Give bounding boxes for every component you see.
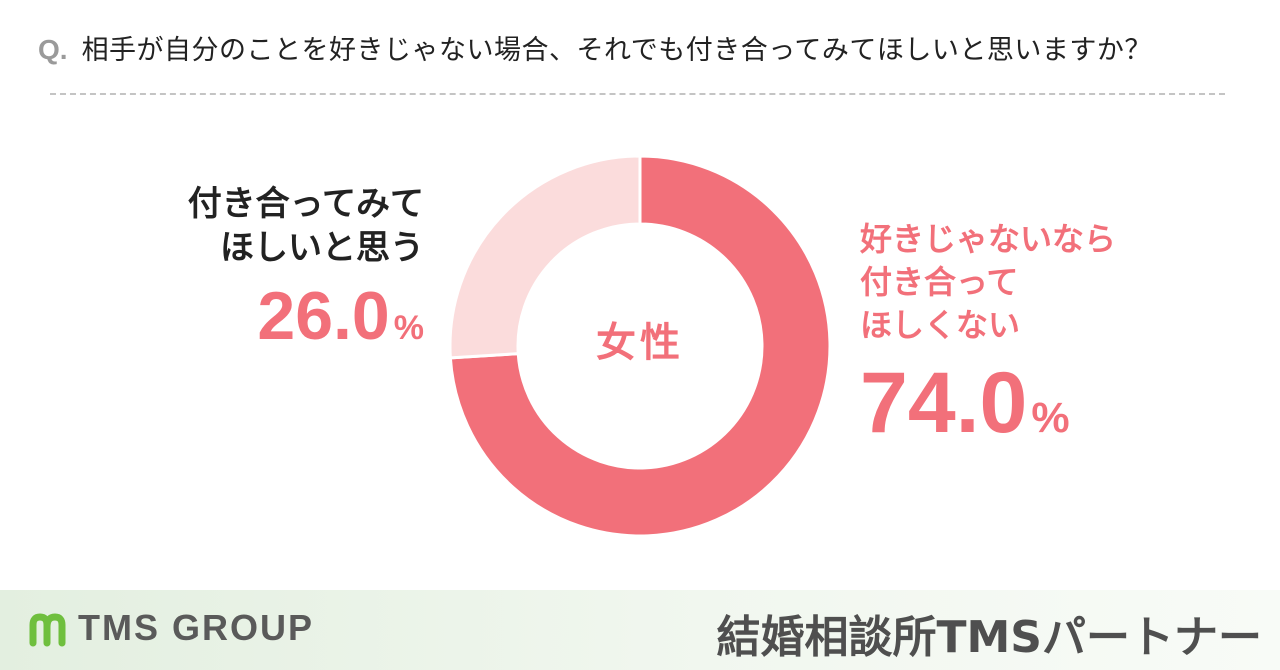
category-label-line: 好きじゃないなら bbox=[860, 220, 1117, 258]
label-want-to-date: 付き合ってみて ほしいと思う 26.0% bbox=[188, 182, 424, 366]
donut-chart bbox=[448, 154, 832, 538]
category-label-line: 付き合ってみて bbox=[187, 184, 424, 224]
category-label-line: ほしくない bbox=[860, 306, 1021, 344]
question-text: 相手が自分のことを好きじゃない場合、それでも付き合ってみてほしいと思いますか？ bbox=[81, 35, 1152, 66]
percentage-label: 74.0% bbox=[860, 357, 1116, 464]
footer-bar: TMS GROUP 結婚相談所TMSパートナー bbox=[0, 590, 1280, 670]
label-do-not-want: 好きじゃないなら 付き合って ほしくない 74.0% bbox=[860, 218, 1116, 464]
percentage-value: 26.0 bbox=[257, 278, 390, 354]
question-mark: Q. bbox=[38, 34, 68, 65]
tms-m-leaf-icon bbox=[29, 613, 66, 647]
brand-name: 結婚相談所TMSパートナー bbox=[716, 612, 1263, 663]
donut-slice bbox=[448, 154, 642, 360]
donut-slice bbox=[448, 154, 832, 538]
percentage-unit: % bbox=[393, 309, 424, 347]
question: Q. 相手が自分のことを好きじゃない場合、それでも付き合ってみてほしいと思います… bbox=[38, 28, 1248, 67]
percentage-unit: % bbox=[1031, 394, 1070, 442]
tms-group-logo: TMS GROUP bbox=[28, 607, 314, 649]
category-label-line: ほしいと思う bbox=[220, 228, 424, 268]
category-label-line: 付き合って bbox=[860, 263, 1019, 301]
percentage-value: 74.0 bbox=[860, 355, 1028, 451]
percentage-label: 26.0% bbox=[188, 278, 424, 366]
donut-center-label: 女性 bbox=[596, 320, 684, 366]
group-name: TMS GROUP bbox=[78, 607, 315, 648]
dashed-divider bbox=[50, 93, 1225, 95]
